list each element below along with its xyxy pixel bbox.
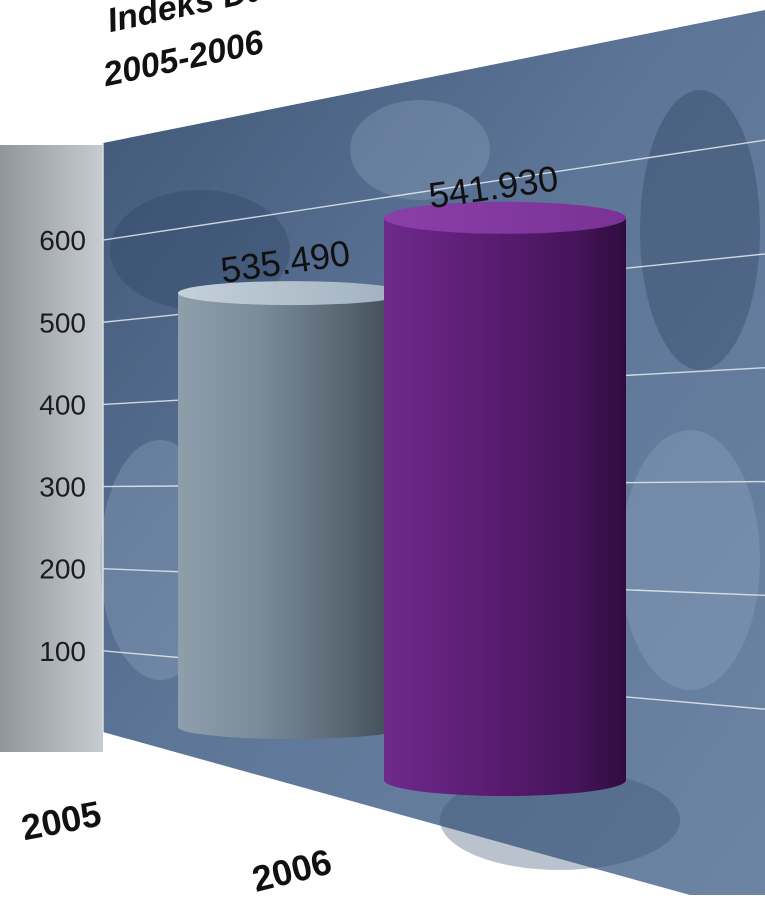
bar-2005-top: [178, 281, 406, 306]
bar-2006-body: [384, 217, 626, 796]
y-tick-label: 200: [39, 554, 86, 585]
bar-2005-body: [178, 293, 406, 739]
y-tick-label: 300: [39, 472, 86, 503]
wall-texture: [100, 90, 760, 870]
y-tick-label: 400: [39, 389, 86, 420]
bar-2006: [384, 201, 626, 796]
bars: [178, 201, 626, 796]
y-tick-label: 600: [39, 225, 86, 256]
bar-2006-top: [384, 201, 626, 234]
y-axis: 100 200 300 400 500 600: [39, 225, 86, 667]
bar-2005: [178, 281, 406, 739]
side-panel: [0, 145, 103, 752]
y-tick-label: 500: [39, 307, 86, 338]
gridline: [102, 139, 765, 241]
y-tick-label: 100: [39, 636, 86, 667]
